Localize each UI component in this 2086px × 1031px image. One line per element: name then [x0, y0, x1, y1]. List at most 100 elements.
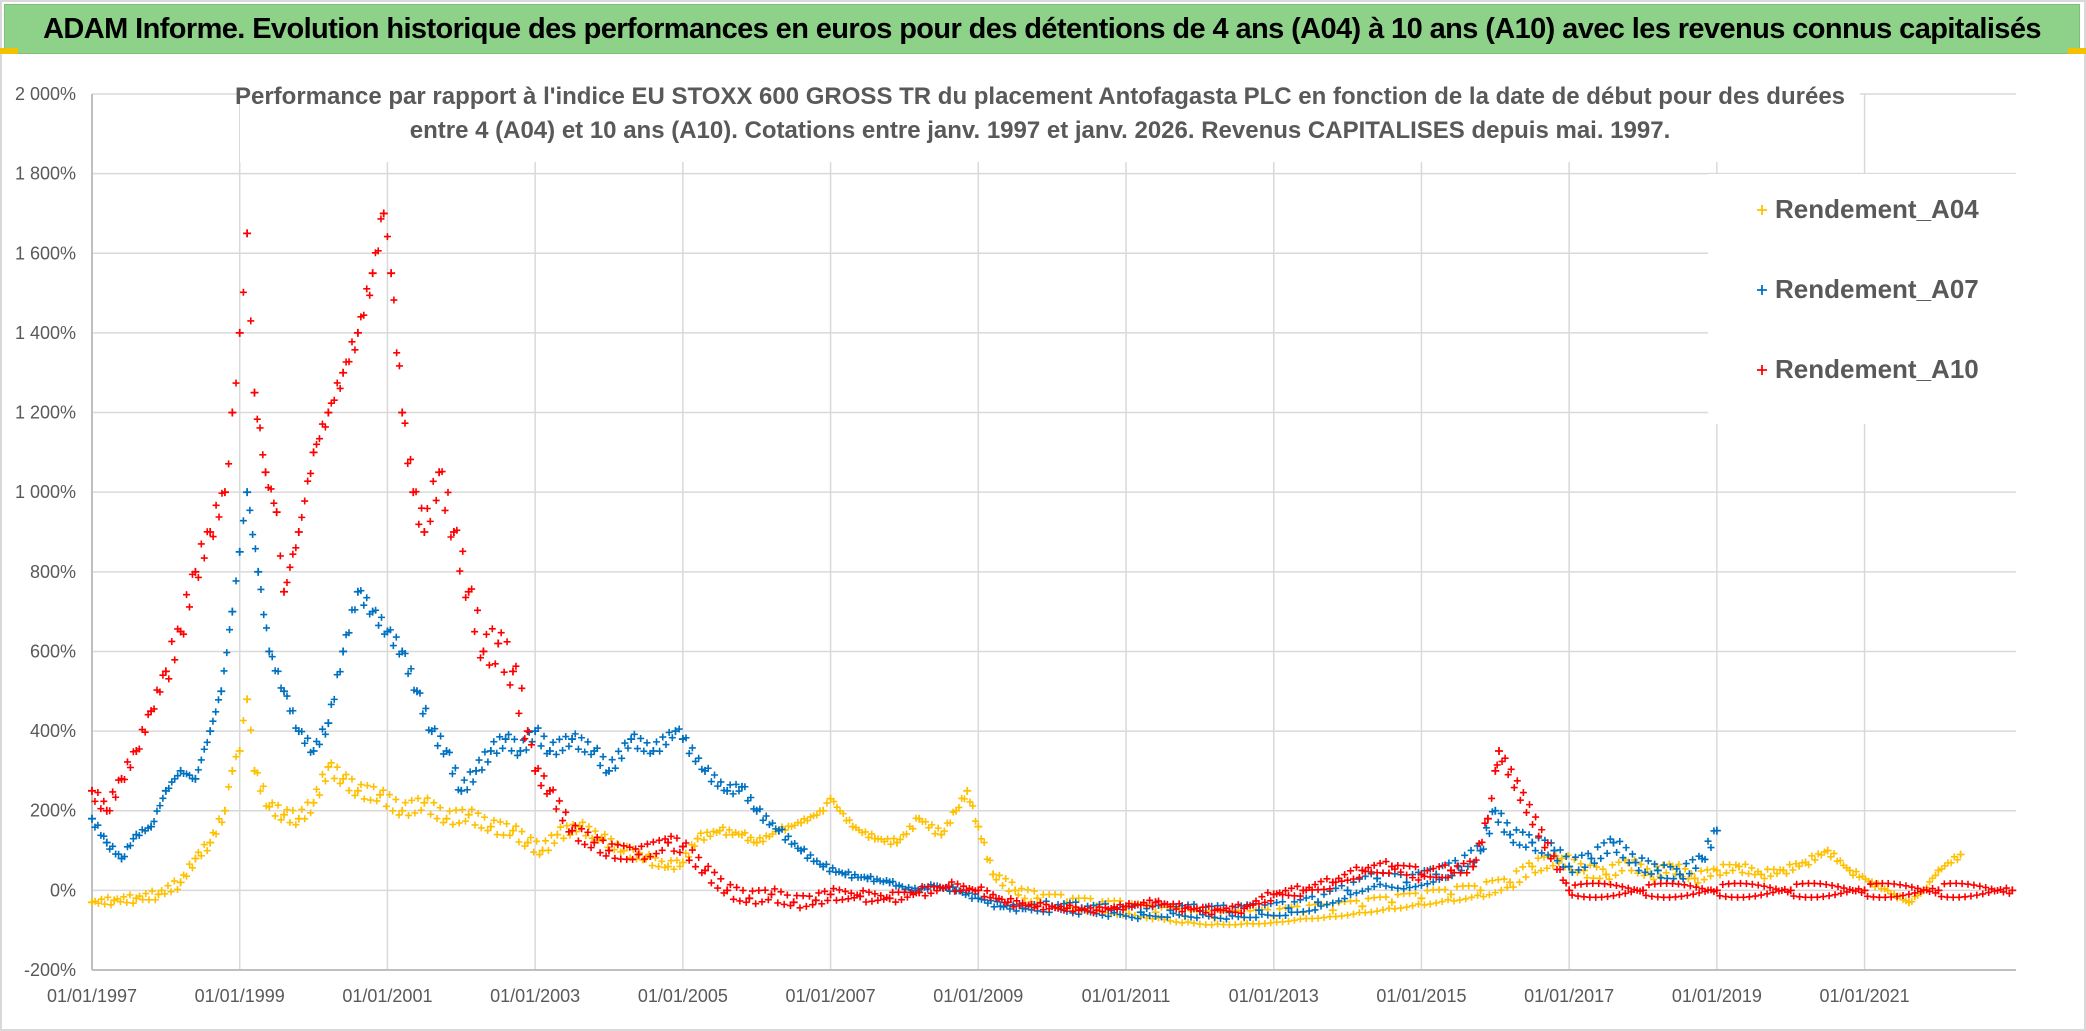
data-marker	[596, 762, 604, 770]
data-marker	[781, 836, 789, 844]
data-marker	[815, 889, 823, 897]
data-marker	[1199, 903, 1207, 911]
data-marker	[357, 587, 365, 595]
data-point	[1675, 870, 1684, 879]
data-marker	[321, 423, 329, 431]
data-marker	[732, 780, 740, 788]
data-marker	[1494, 818, 1502, 826]
data-marker	[212, 830, 220, 838]
data-marker	[793, 892, 801, 900]
x-tick-label: 01/01/2001	[342, 986, 432, 1006]
data-point	[272, 508, 281, 517]
data-marker	[596, 849, 604, 857]
data-marker	[363, 594, 371, 602]
data-marker	[1734, 893, 1742, 901]
data-marker	[1311, 881, 1319, 889]
data-marker	[458, 806, 466, 814]
legend-marker	[1757, 365, 1767, 375]
data-marker	[1208, 910, 1216, 918]
data-marker	[957, 887, 965, 895]
data-marker	[1516, 796, 1524, 804]
data-marker	[1958, 880, 1966, 888]
data-marker	[481, 748, 489, 756]
data-point	[590, 838, 599, 847]
data-marker	[1481, 819, 1489, 827]
data-marker	[271, 812, 279, 820]
data-marker	[999, 882, 1007, 890]
data-marker	[1643, 865, 1651, 873]
data-marker	[171, 656, 179, 664]
data-marker	[218, 489, 226, 497]
data-point	[937, 830, 946, 839]
data-marker	[565, 828, 573, 836]
data-marker	[1373, 907, 1381, 915]
y-tick-label: 1 200%	[15, 403, 76, 423]
data-point	[1011, 886, 1020, 895]
data-marker	[1305, 901, 1313, 909]
data-marker	[97, 895, 105, 903]
data-marker	[1964, 880, 1972, 888]
data-marker	[448, 770, 456, 778]
data-marker	[695, 754, 703, 762]
data-marker	[1423, 867, 1431, 875]
data-marker	[100, 832, 108, 840]
data-marker	[383, 233, 391, 241]
data-marker	[1526, 801, 1533, 809]
banner-corner-right	[2068, 48, 2086, 54]
data-marker	[372, 606, 380, 614]
data-marker	[946, 819, 954, 827]
data-marker	[777, 888, 785, 896]
data-marker	[930, 883, 938, 891]
data-marker	[327, 759, 335, 767]
data-marker	[1087, 895, 1095, 903]
data-point	[486, 822, 495, 831]
data-marker	[912, 814, 920, 822]
data-point	[387, 269, 396, 278]
data-point	[1494, 747, 1503, 755]
data-marker	[1400, 862, 1408, 870]
data-marker	[1716, 892, 1724, 900]
data-point	[368, 269, 377, 278]
data-marker	[1385, 904, 1393, 912]
data-point	[176, 878, 185, 887]
data-point	[634, 850, 643, 859]
data-marker	[165, 784, 173, 792]
data-marker	[1116, 901, 1124, 909]
data-marker	[1509, 883, 1517, 891]
data-marker	[239, 517, 247, 525]
data-marker	[408, 796, 416, 804]
data-marker	[688, 846, 696, 854]
data-marker	[129, 899, 137, 907]
data-marker	[1364, 885, 1372, 893]
data-marker	[145, 896, 153, 904]
data-marker	[1382, 893, 1390, 901]
data-marker	[1435, 886, 1443, 894]
data-marker	[1270, 912, 1278, 920]
data-marker	[1660, 893, 1668, 901]
data-marker	[1332, 884, 1340, 892]
data-marker	[587, 750, 595, 758]
data-marker	[1412, 883, 1420, 891]
data-marker	[685, 749, 693, 757]
data-marker	[1754, 868, 1762, 876]
data-marker	[185, 860, 193, 868]
data-marker	[1789, 866, 1797, 874]
data-point	[235, 747, 244, 755]
data-marker	[608, 756, 616, 764]
data-marker	[1609, 892, 1617, 900]
data-marker	[807, 813, 815, 821]
data-marker	[203, 528, 211, 536]
data-marker	[1317, 878, 1325, 886]
data-marker	[720, 889, 728, 897]
data-marker	[453, 526, 461, 534]
data-marker	[1146, 896, 1154, 904]
data-marker	[200, 745, 208, 753]
data-marker	[1466, 857, 1474, 865]
data-marker	[120, 853, 128, 861]
data-marker	[676, 862, 684, 870]
data-point	[664, 838, 673, 847]
data-marker	[1799, 880, 1807, 888]
data-marker	[534, 764, 542, 772]
data-marker	[599, 836, 607, 844]
chart-title-line1: Performance par rapport à l'indice EU ST…	[235, 83, 1845, 110]
